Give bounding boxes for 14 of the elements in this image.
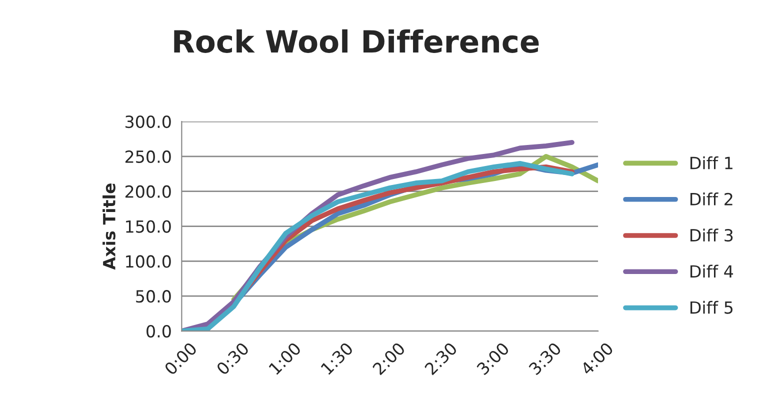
chart-title: Rock Wool Difference (174, 29, 539, 53)
y-tick-label: 50.0 (136, 290, 171, 303)
y-tick-label: 0.0 (146, 324, 171, 338)
y-tick-label: 150.0 (126, 220, 171, 233)
y-axis-title: Axis Title (102, 183, 116, 270)
y-tick-label: 100.0 (126, 255, 171, 268)
legend-label: Diff 3 (690, 228, 733, 242)
legend-label: Diff 1 (690, 156, 732, 170)
y-tick-label: 250.0 (125, 150, 171, 163)
legend-label: Diff 5 (690, 300, 732, 314)
y-tick-label: 300.0 (126, 115, 171, 128)
legend-label: Diff 4 (690, 264, 734, 278)
y-tick-label: 200.0 (125, 185, 171, 198)
legend-label: Diff 2 (690, 192, 732, 206)
